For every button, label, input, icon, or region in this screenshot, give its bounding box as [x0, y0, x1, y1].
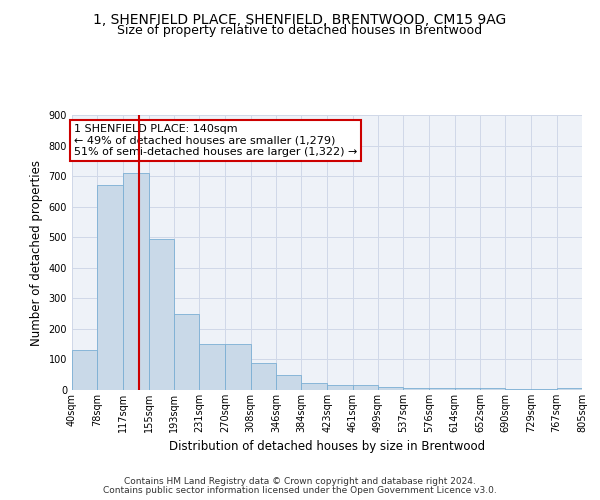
Bar — [328, 385, 353, 390]
Bar — [251, 363, 276, 390]
Bar — [301, 384, 328, 390]
Text: 1, SHENFIELD PLACE, SHENFIELD, BRENTWOOD, CM15 9AG: 1, SHENFIELD PLACE, SHENFIELD, BRENTWOOD… — [94, 12, 506, 26]
Text: Size of property relative to detached houses in Brentwood: Size of property relative to detached ho… — [118, 24, 482, 37]
Bar — [124, 173, 149, 390]
Text: Contains HM Land Registry data © Crown copyright and database right 2024.: Contains HM Land Registry data © Crown c… — [124, 477, 476, 486]
Bar — [532, 389, 557, 390]
Bar — [199, 344, 226, 390]
Bar — [378, 387, 403, 390]
Y-axis label: Number of detached properties: Number of detached properties — [30, 160, 43, 346]
Bar — [226, 344, 251, 390]
Bar — [149, 239, 174, 390]
Bar — [353, 385, 378, 390]
Bar — [557, 388, 582, 390]
X-axis label: Distribution of detached houses by size in Brentwood: Distribution of detached houses by size … — [169, 440, 485, 454]
Text: Contains public sector information licensed under the Open Government Licence v3: Contains public sector information licen… — [103, 486, 497, 495]
Bar — [72, 350, 97, 390]
Text: 1 SHENFIELD PLACE: 140sqm
← 49% of detached houses are smaller (1,279)
51% of se: 1 SHENFIELD PLACE: 140sqm ← 49% of detac… — [74, 124, 358, 158]
Bar — [403, 388, 430, 390]
Bar — [97, 186, 124, 390]
Bar — [480, 388, 505, 390]
Bar — [505, 389, 532, 390]
Bar — [276, 374, 301, 390]
Bar — [430, 388, 455, 390]
Bar — [174, 314, 199, 390]
Bar — [455, 388, 480, 390]
